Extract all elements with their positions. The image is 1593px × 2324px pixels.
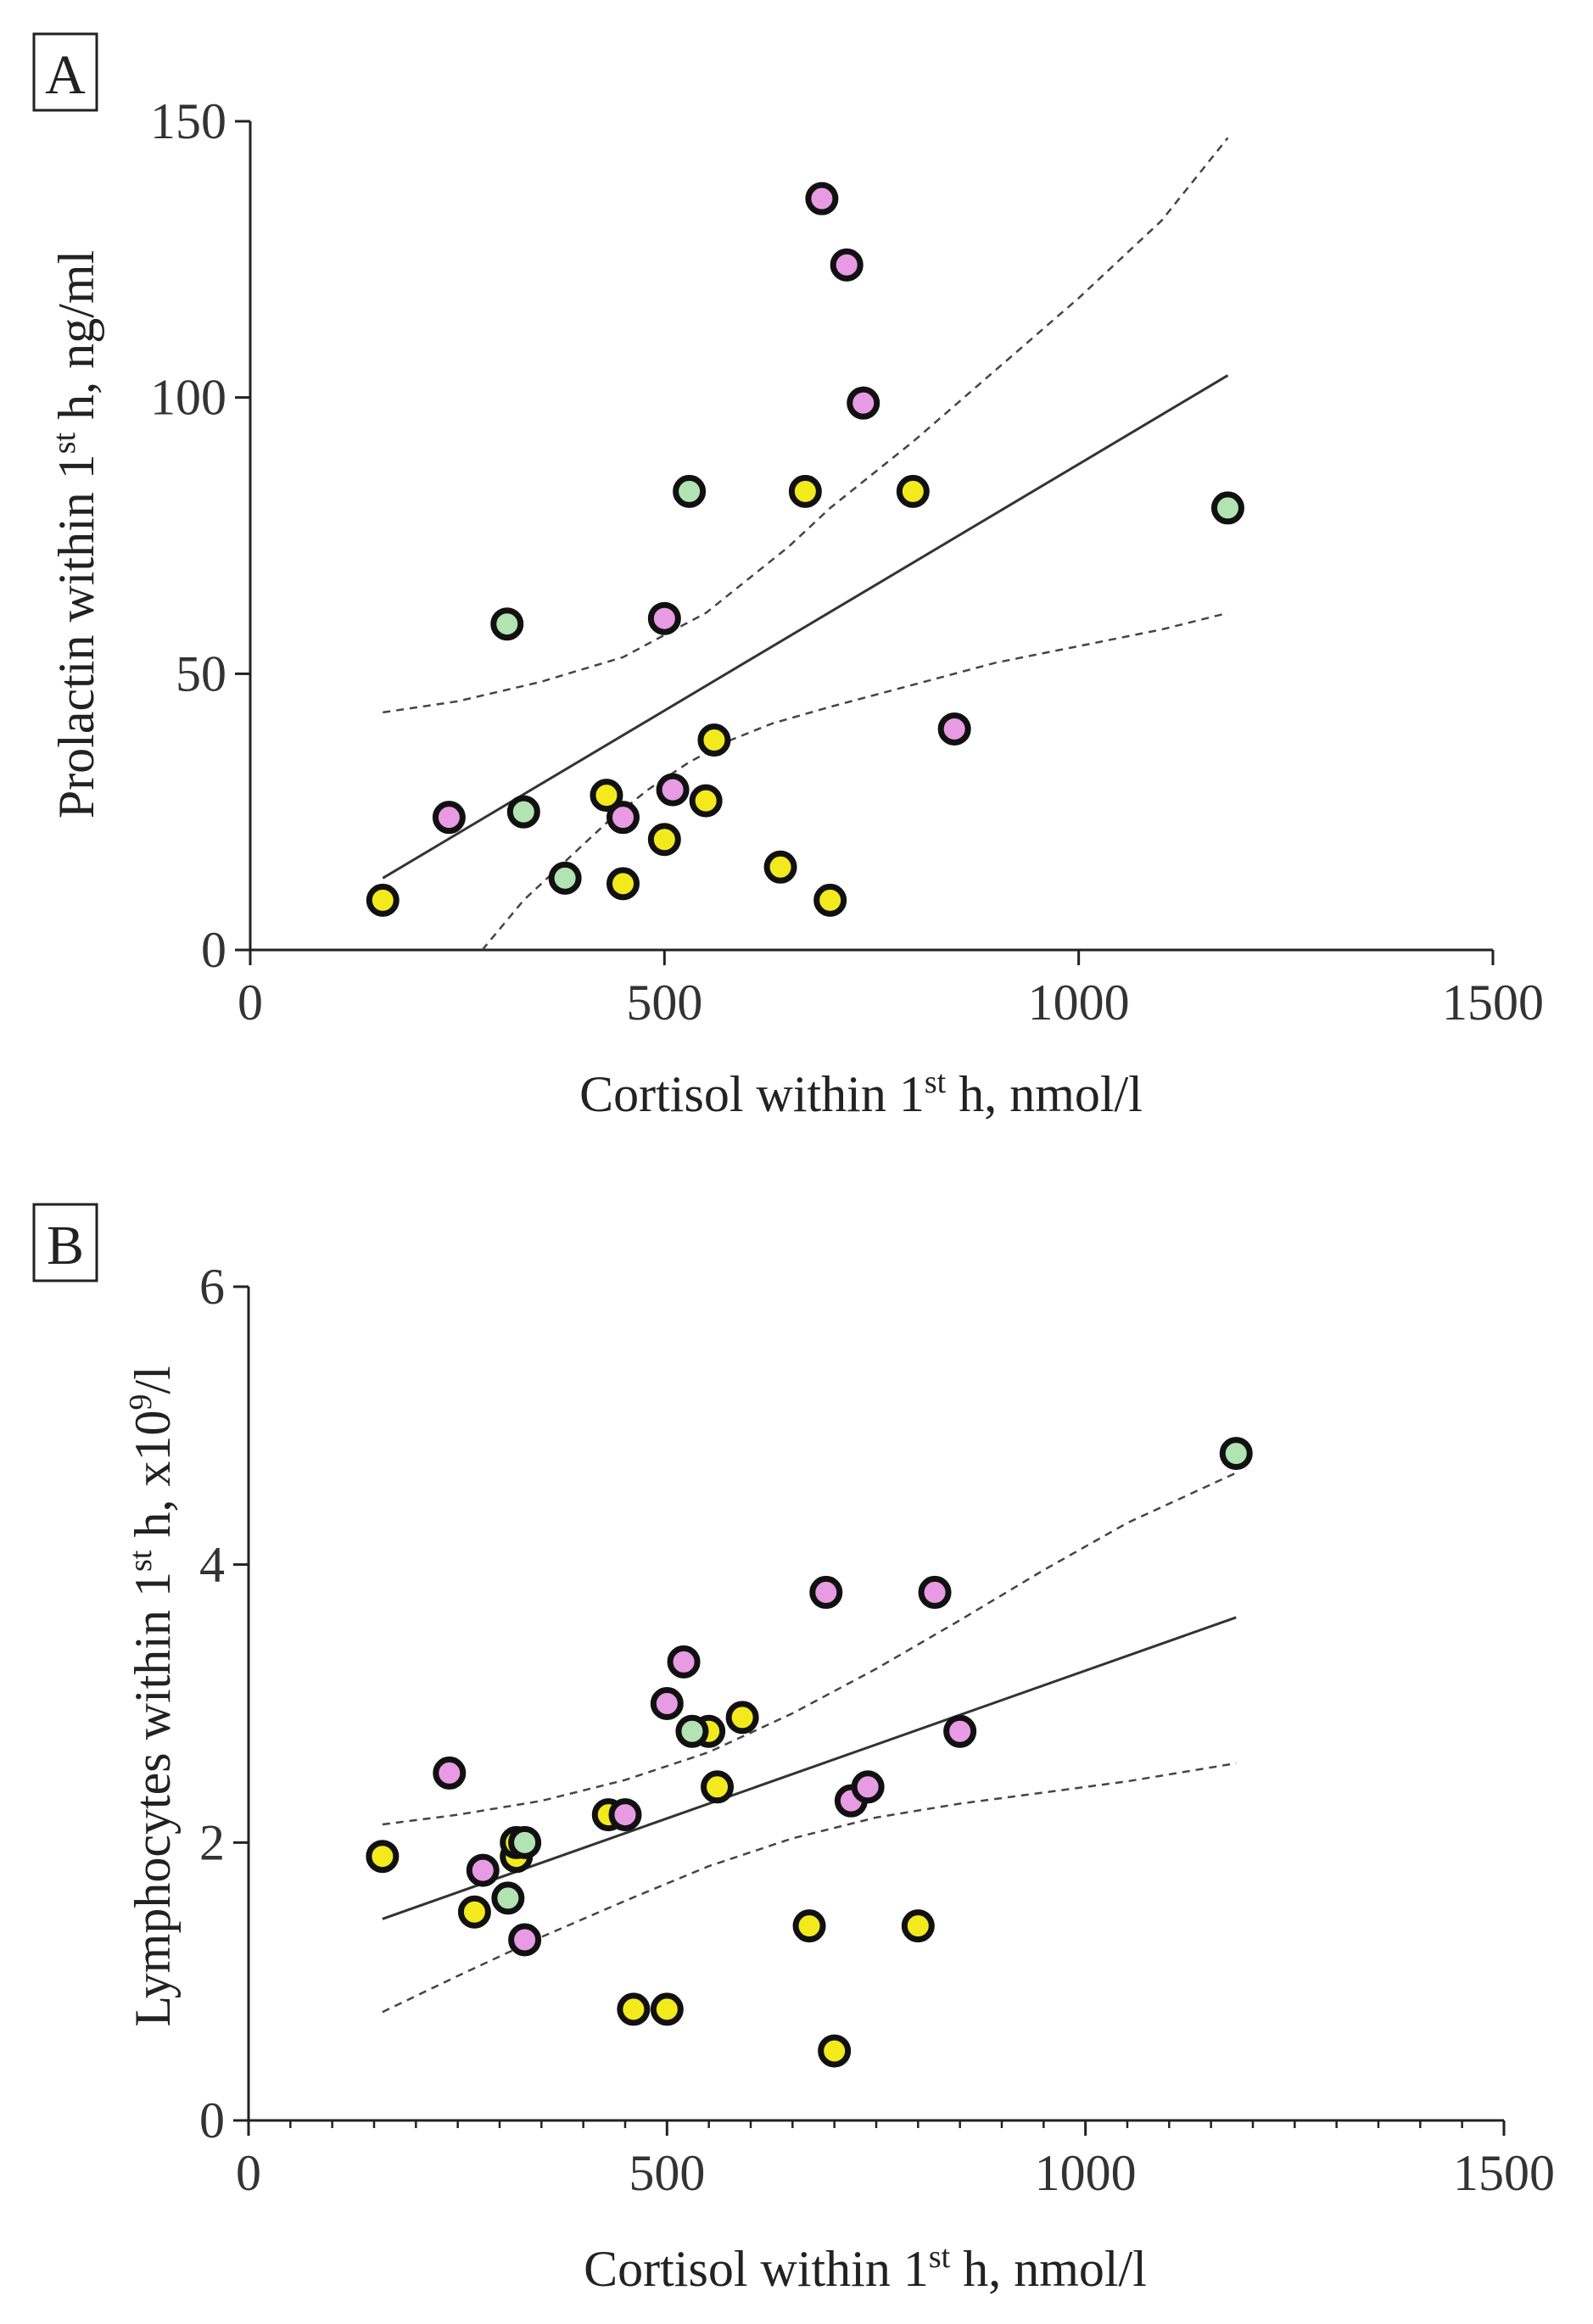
data-point-yellow [901, 1909, 935, 1943]
panel-tag-b-label: B [47, 1215, 84, 1277]
data-point-pink [432, 801, 466, 835]
points-a [366, 182, 1244, 917]
data-point-pink [433, 1756, 467, 1790]
data-point-yellow [813, 883, 847, 917]
axes-b: 0 500 1000 1500 0 2 4 6 [199, 1259, 1555, 2201]
data-point-yellow [697, 723, 731, 757]
regression-line-a-group [382, 374, 1229, 880]
data-point-yellow [818, 2034, 852, 2068]
data-point-pink [937, 712, 971, 746]
data-point-pink [647, 601, 681, 635]
data-point-green [490, 607, 524, 641]
y-tick-label: 150 [150, 93, 226, 149]
y-tick-label: 2 [199, 1814, 225, 1870]
x-axis-label-b: Cortisol within 1st h, nmol/l [584, 2239, 1147, 2297]
data-point-pink [918, 1575, 952, 1609]
data-point-yellow [590, 779, 623, 813]
data-point-green [548, 861, 582, 895]
data-point-yellow [366, 883, 400, 917]
panel-a: A 0 500 1000 1500 0 50 100 150 Cortisol within … [32, 32, 1544, 1122]
data-point-green [675, 1714, 709, 1748]
y-tick-label: 4 [199, 1537, 225, 1593]
data-point-pink [851, 1770, 885, 1804]
data-point-green [1210, 491, 1244, 525]
x-axis-label-a: Cortisol within 1st h, nmol/l [579, 1064, 1143, 1122]
panel-tag-b: B [32, 1203, 98, 1282]
data-point-green [673, 474, 707, 508]
y-axis-label-b: Lymphocytes within 1st h, x109/l [123, 1366, 181, 2026]
data-point-pink [847, 386, 880, 420]
data-point-pink [606, 801, 640, 835]
ci-bands-b [382, 1472, 1237, 2014]
data-point-yellow [617, 1992, 651, 2026]
data-point-green [508, 1825, 542, 1859]
data-point-pink [656, 773, 690, 807]
data-point-yellow [647, 823, 681, 857]
x-tick-label: 0 [236, 2145, 261, 2201]
y-tick-label: 100 [150, 370, 226, 426]
data-point-yellow [763, 850, 797, 884]
x-tick-label: 0 [238, 975, 263, 1031]
x-tick-label: 1500 [1453, 2145, 1555, 2201]
data-point-yellow [457, 1895, 491, 1929]
data-point-yellow [650, 1992, 684, 2026]
data-point-yellow [725, 1701, 759, 1735]
y-axis-label-a: Prolactin within 1st h, ng/ml [47, 250, 104, 818]
data-point-yellow [788, 474, 822, 508]
x-tick-label: 500 [629, 2145, 705, 2201]
regression-line [382, 374, 1229, 880]
y-tick-label: 6 [199, 1259, 225, 1315]
ci-upper-line [382, 1472, 1237, 1826]
data-point-pink [805, 182, 839, 215]
x-tick-label: 1000 [1028, 975, 1130, 1031]
data-point-pink [508, 1923, 542, 1957]
panel-b: B 0 500 1000 1500 0 2 4 6 Cortisol within 1st h… [32, 1203, 1555, 2297]
axes-a: 0 500 1000 1500 0 50 100 150 [150, 93, 1544, 1031]
panel-tag-a: A [32, 32, 98, 112]
y-tick-label: 0 [199, 2092, 225, 2148]
points-b [366, 1437, 1253, 2068]
x-tick-label: 1500 [1442, 975, 1544, 1031]
data-point-yellow [606, 867, 640, 901]
data-point-green [491, 1881, 525, 1915]
data-point-pink [943, 1714, 977, 1748]
data-point-green [1219, 1437, 1253, 1471]
data-point-yellow [366, 1840, 400, 1874]
data-point-yellow [792, 1909, 826, 1943]
data-point-yellow [689, 784, 723, 818]
data-point-pink [650, 1687, 684, 1720]
data-point-green [506, 795, 540, 829]
x-tick-label: 1000 [1035, 2145, 1137, 2201]
data-point-yellow [701, 1770, 735, 1804]
data-point-pink [830, 248, 864, 282]
data-point-pink [608, 1798, 642, 1832]
y-tick-label: 50 [176, 645, 226, 701]
data-point-pink [667, 1645, 701, 1679]
panel-tag-a-label: A [45, 44, 86, 106]
data-point-pink [809, 1575, 843, 1609]
y-tick-label: 0 [201, 922, 226, 978]
x-tick-label: 500 [626, 975, 702, 1031]
data-point-yellow [896, 474, 930, 508]
data-point-pink [466, 1853, 500, 1887]
